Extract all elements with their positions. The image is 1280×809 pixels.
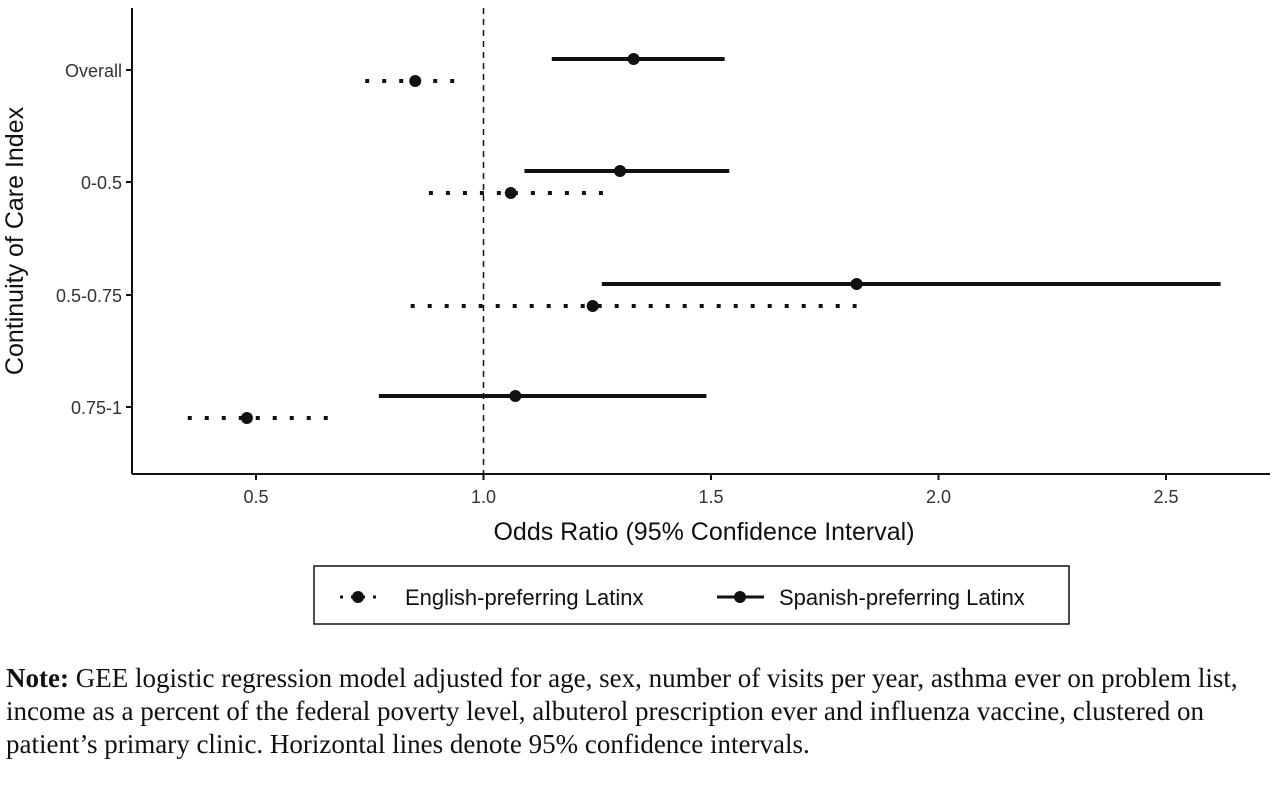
spanish-point xyxy=(627,53,640,65)
data-marks xyxy=(187,53,1221,424)
y-tick-label: 0-0.5 xyxy=(81,173,122,193)
spanish-point xyxy=(614,165,626,177)
axes: Overall 0-0.5 0.5-0.75 0.75-1 0.5 1.0 1.5 2.0 2.… xyxy=(1,8,1270,546)
x-tick-label: 1.0 xyxy=(471,487,496,507)
note-text: GEE logistic regression model adjusted f… xyxy=(6,663,1238,759)
x-tick-label: 2.5 xyxy=(1153,487,1178,507)
english-point xyxy=(504,187,517,199)
y-tick-label: 0.5-0.75 xyxy=(56,286,122,306)
english-point xyxy=(409,75,422,87)
x-tick-label: 2.0 xyxy=(926,487,951,507)
legend: English-preferring Latinx Spanish-preferr… xyxy=(313,565,1070,625)
legend-box xyxy=(313,565,1070,625)
figure-note: Note: GEE logistic regression model adju… xyxy=(6,662,1268,761)
x-tick-label: 1.5 xyxy=(698,487,723,507)
legend-spanish-label: Spanish-preferring Latinx xyxy=(779,585,1025,610)
y-tick-label: 0.75-1 xyxy=(71,398,122,418)
english-point xyxy=(586,300,599,312)
forest-plot: Overall 0-0.5 0.5-0.75 0.75-1 0.5 1.0 1.5 2.0 2.… xyxy=(1,8,1270,625)
note-label: Note: xyxy=(6,663,69,693)
spanish-point xyxy=(850,278,863,290)
legend-english-dot xyxy=(352,591,364,603)
english-point xyxy=(240,412,253,424)
legend-english-label: English-preferring Latinx xyxy=(405,585,643,610)
x-tick-label: 0.5 xyxy=(243,487,268,507)
y-axis-title: Continuity of Care Index xyxy=(1,106,29,375)
y-tick-label: Overall xyxy=(65,61,122,81)
x-axis-title: Odds Ratio (95% Confidence Interval) xyxy=(493,518,914,546)
legend-spanish-dot xyxy=(734,591,746,603)
spanish-point xyxy=(509,390,522,402)
